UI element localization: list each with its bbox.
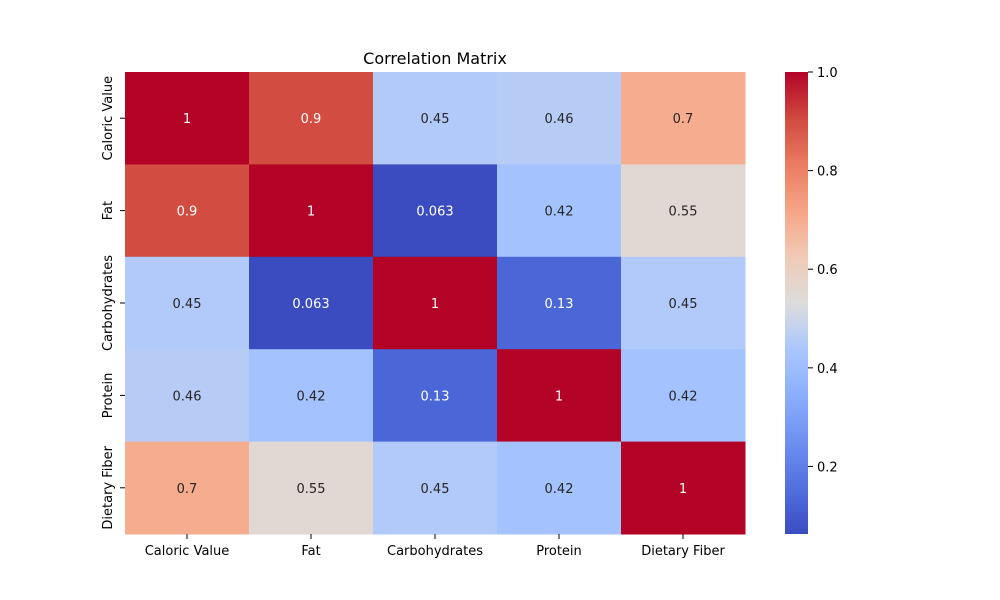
heatmap-cell xyxy=(249,72,374,165)
cell-value-label: 0.45 xyxy=(173,297,202,312)
heatmap-cells: 1 0.9 0.45 0.46 0.7 0.9 1 0.063 0.42 0.55 0.45 0.06… xyxy=(125,72,746,535)
heatmap-cell xyxy=(249,349,374,443)
x-tick-label: Dietary Fiber xyxy=(641,544,725,559)
x-tick-label: Carbohydrates xyxy=(387,544,483,559)
cell-value-label: 0.42 xyxy=(545,482,574,497)
heatmap-cell xyxy=(373,441,498,535)
y-tick-label: Protein xyxy=(101,373,116,419)
heatmap-cell xyxy=(249,164,374,258)
cell-value-label: 0.45 xyxy=(421,482,450,497)
heatmap-cell xyxy=(125,349,250,443)
heatmap-cell xyxy=(125,72,250,165)
cell-value-label: 0.55 xyxy=(669,205,698,220)
cell-value-label: 0.45 xyxy=(669,297,698,312)
heatmap-cell xyxy=(621,441,746,535)
cell-value-label: 1 xyxy=(307,205,315,220)
y-tick-label: Carbohydrates xyxy=(101,255,116,351)
chart-title: Correlation Matrix xyxy=(363,49,507,68)
cell-value-label: 1 xyxy=(431,297,439,312)
colorbar-tick-label: 1.0 xyxy=(817,66,838,81)
heatmap-cell xyxy=(373,72,498,165)
y-tick-label: Fat xyxy=(101,201,116,220)
cell-value-label: 0.7 xyxy=(673,112,694,127)
heatmap-cell xyxy=(249,256,374,350)
x-tick-label: Protein xyxy=(536,544,582,559)
colorbar-tick-label: 0.4 xyxy=(817,362,838,377)
heatmap-cell xyxy=(621,256,746,350)
heatmap-cell xyxy=(621,72,746,165)
x-tick-label: Caloric Value xyxy=(145,544,230,559)
heatmap-cell xyxy=(373,256,498,350)
colorbar-gradient xyxy=(785,72,808,534)
heatmap-cell xyxy=(497,164,622,258)
cell-value-label: 0.9 xyxy=(301,112,322,127)
heatmap-cell xyxy=(125,256,250,350)
cell-value-label: 0.13 xyxy=(421,389,450,404)
x-tick-label: Fat xyxy=(301,544,320,559)
cell-value-label: 1 xyxy=(183,112,191,127)
cell-value-label: 0.42 xyxy=(545,205,574,220)
heatmap-cell xyxy=(621,349,746,443)
colorbar-tick-label: 0.8 xyxy=(817,165,838,180)
cell-value-label: 0.45 xyxy=(421,112,450,127)
cell-value-label: 0.9 xyxy=(177,205,198,220)
cell-value-label: 1 xyxy=(555,389,563,404)
cell-value-label: 0.063 xyxy=(292,297,329,312)
heatmap-cell xyxy=(125,164,250,258)
heatmap-cell xyxy=(621,164,746,258)
y-tick-label: Dietary Fiber xyxy=(101,445,116,529)
y-tick-label: Caloric Value xyxy=(101,76,116,161)
cell-value-label: 0.46 xyxy=(545,112,574,127)
y-axis: Caloric Value Fat Carbohydrates Protein Diet… xyxy=(101,76,125,530)
heatmap-cell xyxy=(373,164,498,258)
cell-value-label: 0.7 xyxy=(177,482,198,497)
cell-value-label: 0.063 xyxy=(416,205,453,220)
colorbar-tick-label: 0.2 xyxy=(817,460,838,475)
heatmap-cell xyxy=(249,441,374,535)
heatmap-cell xyxy=(497,441,622,535)
heatmap-cell xyxy=(497,256,622,350)
heatmap-cell xyxy=(373,349,498,443)
cell-value-label: 0.13 xyxy=(545,297,574,312)
colorbar-tick-label: 0.6 xyxy=(817,263,838,278)
cell-value-label: 0.42 xyxy=(669,389,698,404)
cell-value-label: 0.46 xyxy=(173,389,202,404)
heatmap-cell xyxy=(497,349,622,443)
heatmap-cell xyxy=(497,72,622,165)
heatmap-cell xyxy=(125,441,250,535)
colorbar: 0.2 0.4 0.6 0.8 1.0 xyxy=(785,66,838,534)
x-axis: Caloric Value Fat Carbohydrates Protein Diet… xyxy=(145,534,725,559)
cell-value-label: 1 xyxy=(679,482,687,497)
cell-value-label: 0.55 xyxy=(297,482,326,497)
cell-value-label: 0.42 xyxy=(297,389,326,404)
